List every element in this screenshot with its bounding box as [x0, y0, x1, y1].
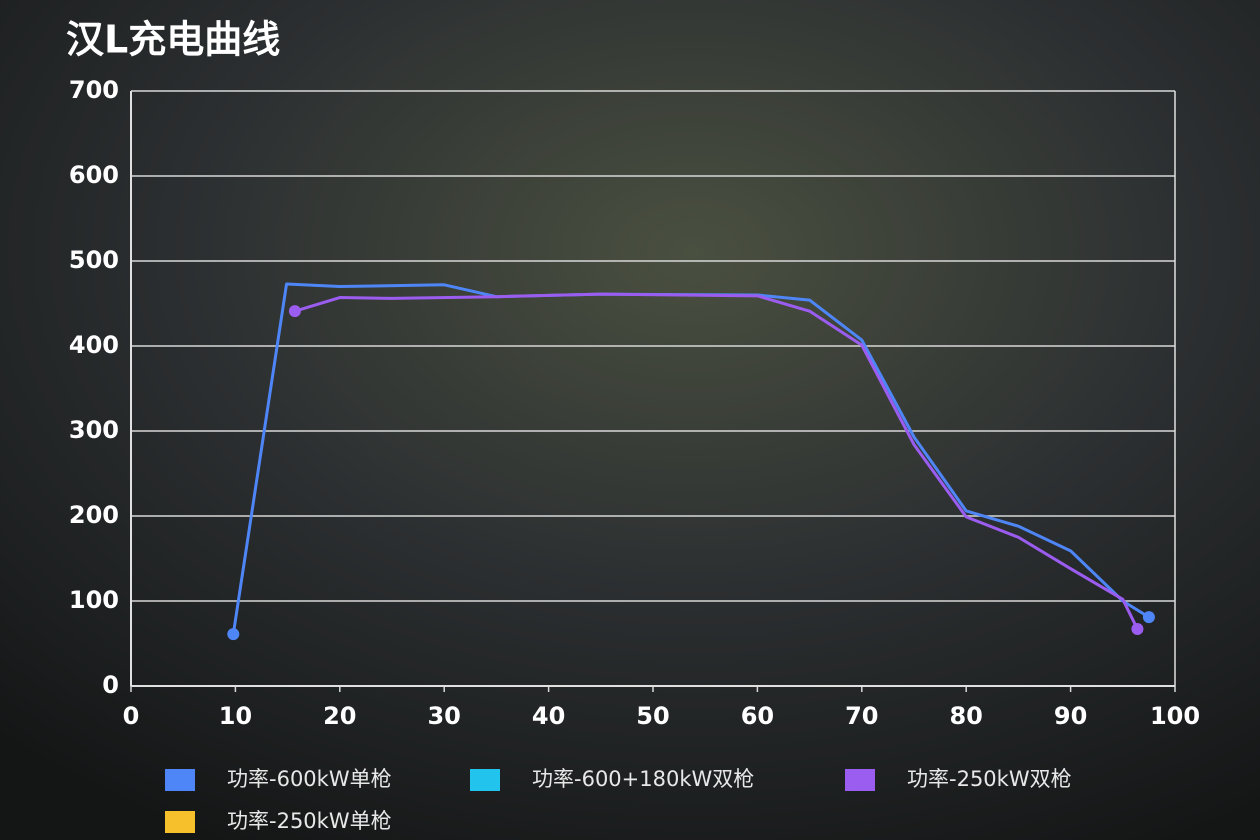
x-tick-label: 60 [741, 702, 774, 730]
legend-swatch [845, 769, 875, 791]
x-tick-label: 50 [636, 702, 669, 730]
x-tick-label: 70 [845, 702, 878, 730]
x-tick-label: 80 [949, 702, 982, 730]
x-tick-label: 30 [427, 702, 460, 730]
y-tick-label: 600 [69, 161, 119, 189]
y-tick-label: 100 [69, 586, 119, 614]
end-point [288, 305, 301, 318]
y-tick-label: 400 [69, 331, 119, 359]
y-tick-label: 500 [69, 246, 119, 274]
series-line [231, 282, 1150, 635]
legend-label: 功率-600kW单枪 [227, 767, 392, 791]
y-tick-label: 300 [69, 416, 119, 444]
x-tick-label: 20 [323, 702, 356, 730]
end-point [227, 628, 240, 641]
x-tick-label: 10 [219, 702, 252, 730]
legend-swatch [165, 769, 195, 791]
legend-label: 功率-250kW双枪 [907, 767, 1072, 791]
x-tick-label: 90 [1054, 702, 1087, 730]
legend-label: 功率-600+180kW双枪 [532, 767, 754, 791]
series-line [294, 292, 1139, 630]
legend-swatch [165, 811, 195, 833]
end-point [1131, 623, 1144, 636]
y-tick-label: 0 [102, 671, 119, 699]
legend-swatch [470, 769, 500, 791]
x-tick-label: 100 [1150, 702, 1200, 730]
x-tick-label: 0 [123, 702, 140, 730]
y-tick-label: 700 [69, 76, 119, 104]
y-tick-label: 200 [69, 501, 119, 529]
x-tick-label: 40 [532, 702, 565, 730]
end-point [1142, 611, 1155, 624]
legend-label: 功率-250kW单枪 [227, 809, 392, 833]
chart-title: 汉L充电曲线 [66, 18, 280, 62]
